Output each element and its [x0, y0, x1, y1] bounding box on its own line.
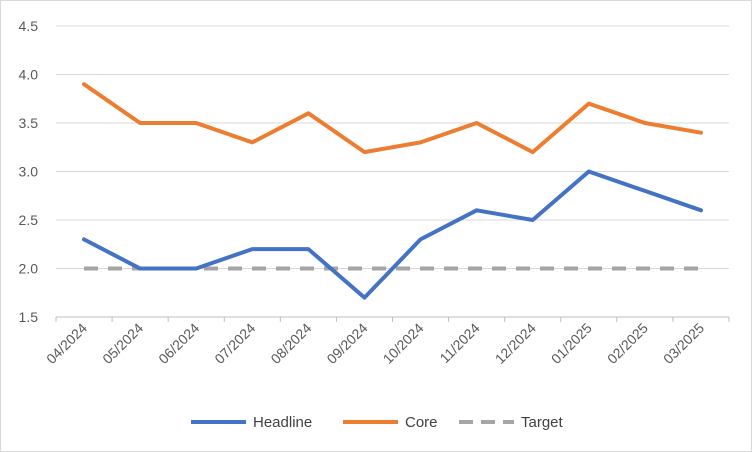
gridlines: [56, 25, 729, 318]
x-tick-label: 08/2024: [267, 320, 314, 367]
x-tick-label: 11/2024: [436, 320, 483, 367]
y-tick-label: 4.5: [19, 18, 39, 34]
y-tick-label: 3.0: [19, 164, 39, 180]
x-tick-label: 10/2024: [380, 320, 427, 367]
y-axis-ticks: 1.5 2.0 2.5 3.0 3.5 4.0 4.5: [19, 18, 39, 325]
x-tick-label: 01/2025: [548, 320, 595, 367]
legend-label-target: Target: [521, 414, 564, 431]
series-line-headline: [82, 169, 703, 300]
series-line-core: [82, 82, 703, 155]
y-tick-label: 3.5: [19, 115, 39, 131]
x-axis-ticks: 04/2024 05/2024 06/2024 07/2024 08/2024 09/20…: [43, 317, 730, 367]
legend-label-headline: Headline: [253, 414, 312, 431]
x-tick-label: 06/2024: [155, 320, 202, 367]
y-tick-label: 2.5: [19, 212, 39, 228]
legend-label-core: Core: [405, 414, 438, 431]
x-tick-label: 09/2024: [323, 320, 370, 367]
y-tick-label: 4.0: [19, 67, 39, 83]
legend: Headline Core Target: [191, 414, 564, 431]
y-tick-label: 1.5: [19, 309, 39, 325]
x-tick-label: 05/2024: [99, 320, 146, 367]
y-tick-label: 2.0: [19, 261, 39, 277]
x-tick-label: 12/2024: [492, 320, 539, 367]
x-tick-label: 04/2024: [43, 320, 90, 367]
x-tick-label: 03/2025: [660, 320, 707, 367]
x-tick-label: 07/2024: [211, 320, 258, 367]
series-lines: [82, 82, 703, 300]
x-tick-label: 02/2025: [604, 320, 651, 367]
